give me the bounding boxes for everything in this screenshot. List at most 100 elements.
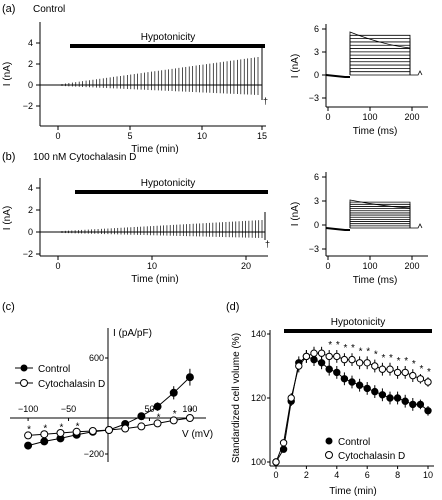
x-tick-label: 0 bbox=[325, 112, 330, 122]
x-axis-label-c: V (mV) bbox=[182, 429, 213, 440]
significance-star: * bbox=[343, 343, 347, 354]
x-tick-label: −100 bbox=[18, 404, 38, 414]
x-tick-label: 200 bbox=[404, 112, 419, 122]
significance-star: * bbox=[381, 353, 385, 364]
data-point-control bbox=[363, 384, 371, 393]
data-point-cytochalasin bbox=[401, 368, 409, 377]
x-axis-label-b: Time (min) bbox=[131, 274, 178, 285]
data-point-control bbox=[325, 365, 333, 373]
y-tick-label: −2 bbox=[23, 249, 33, 259]
data-point-control bbox=[24, 441, 33, 450]
panel-a-left-trace-plot: Hypotonicity 4 2 0 −2 0 5 10 15 Time (mi… bbox=[2, 22, 268, 155]
significance-star: * bbox=[397, 356, 401, 367]
significance-star: * bbox=[43, 423, 47, 434]
x-tick-label: −50 bbox=[61, 404, 76, 414]
data-point-cytochalasin bbox=[325, 352, 333, 361]
data-point-control bbox=[416, 400, 425, 409]
step-sweep bbox=[349, 221, 411, 228]
legend-c: Control Cytochalasin D bbox=[15, 364, 105, 390]
tail-current bbox=[410, 70, 423, 76]
x-tick-label: 15 bbox=[257, 131, 267, 141]
y-ticks-b: 4 2 0 −2 bbox=[23, 183, 40, 259]
data-point-cytochalasin bbox=[56, 429, 65, 437]
step-sweep bbox=[349, 216, 411, 228]
significance-star: * bbox=[419, 364, 423, 375]
y-tick-label: 0 bbox=[28, 80, 33, 90]
data-point-cytochalasin bbox=[348, 355, 356, 364]
significance-star: * bbox=[60, 422, 64, 433]
data-point-cytochalasin bbox=[393, 368, 402, 377]
significance-star: * bbox=[374, 350, 378, 361]
hypotonicity-label-a: Hypotonicity bbox=[141, 32, 195, 43]
step-sweep bbox=[349, 31, 411, 75]
x-tick-label: 100 bbox=[362, 112, 377, 122]
panel-d-label: (d) bbox=[226, 301, 239, 313]
significance-star: * bbox=[189, 407, 193, 418]
step-current-family-b bbox=[325, 199, 423, 231]
panel-b-condition: 100 nM Cytochalasin D bbox=[33, 152, 136, 163]
data-point-cytochalasin bbox=[24, 431, 33, 440]
data-point-control bbox=[378, 391, 387, 399]
x-axis-label-d: Time (min) bbox=[329, 486, 376, 497]
ticks-d: 0 2 4 6 8 10 100 120 140 bbox=[251, 329, 433, 480]
step-sweep bbox=[349, 44, 411, 75]
data-point-cytochalasin bbox=[317, 349, 326, 357]
x-ticks-b: 0 10 20 bbox=[55, 256, 251, 271]
y-ticks-a: 4 2 0 −2 bbox=[23, 38, 40, 111]
significance-star: * bbox=[359, 346, 363, 357]
data-point-cytochalasin bbox=[295, 362, 303, 370]
data-point-control bbox=[40, 437, 49, 446]
y-tick-label: −3 bbox=[309, 244, 319, 254]
y-tick-label: −2 bbox=[23, 101, 33, 111]
significance-star: * bbox=[412, 359, 416, 370]
y-tick-label: 3 bbox=[314, 47, 319, 57]
y-tick-label: 4 bbox=[28, 38, 33, 48]
legend-label-cytochalasin: Cytochalasin D bbox=[338, 451, 405, 462]
x-tick-label: 10 bbox=[197, 131, 207, 141]
x-tick-label: 0 bbox=[273, 470, 278, 480]
x-tick-label: 6 bbox=[365, 470, 370, 480]
data-point-cytochalasin bbox=[72, 427, 81, 436]
data-point-cytochalasin bbox=[88, 426, 97, 435]
data-point-cytochalasin bbox=[363, 359, 371, 367]
data-point-control bbox=[137, 412, 146, 421]
x-tick-label: 10 bbox=[423, 470, 433, 480]
data-point-control bbox=[340, 375, 349, 383]
significance-star: * bbox=[76, 421, 80, 432]
legend-d: Control Cytochalasin D bbox=[325, 437, 405, 462]
step-sweep bbox=[349, 71, 411, 75]
significance-star: * bbox=[27, 424, 31, 435]
y-axis-label-d: Standardized cell volume (%) bbox=[231, 333, 242, 463]
x-tick-label: 8 bbox=[395, 470, 400, 480]
current-ramp-trace-a bbox=[61, 57, 259, 95]
data-point-cytochalasin bbox=[378, 365, 387, 373]
significance-star: * bbox=[328, 340, 332, 351]
significance-star: * bbox=[140, 416, 144, 427]
data-point-control bbox=[371, 387, 379, 396]
y-axis-label-c: I (pA/pF) bbox=[113, 328, 152, 339]
data-point-control bbox=[401, 397, 409, 405]
y-tick-label: 120 bbox=[251, 393, 266, 403]
data-point-cytochalasin bbox=[153, 419, 162, 428]
y-tick-label: 6 bbox=[314, 24, 319, 34]
significance-star: * bbox=[336, 340, 340, 351]
data-point-cytochalasin bbox=[409, 371, 417, 380]
data-point-cytochalasin bbox=[386, 365, 394, 373]
y-ticks-a-right: 6 3 0 −3 bbox=[309, 24, 326, 103]
panel-c-label: (c) bbox=[2, 301, 15, 313]
data-point-control bbox=[333, 368, 341, 377]
panel-b-left-trace-plot: Hypotonicity 4 2 0 −2 0 10 20 Time (min)… bbox=[2, 178, 270, 285]
panel-d-volume-plot: Hypotonicity Time (min) Standardized cel… bbox=[231, 317, 434, 497]
x-tick-label: 5 bbox=[127, 131, 132, 141]
legend-marker-control bbox=[325, 437, 333, 445]
step-sweep bbox=[349, 38, 411, 75]
data-point-cytochalasin bbox=[185, 414, 194, 422]
x-tick-label: 0 bbox=[325, 261, 330, 271]
data-point-control bbox=[386, 394, 394, 402]
panel-b-right-step-plot: 6 3 0 −3 0 100 200 Time (ms) I (nA) bbox=[290, 172, 428, 286]
data-point-cytochalasin bbox=[355, 359, 364, 367]
x-ticks-b-right: 0 100 200 bbox=[325, 256, 420, 271]
y-axis-label-b: I (nA) bbox=[2, 206, 13, 230]
y-axis-label-b-right: I (nA) bbox=[290, 202, 301, 226]
